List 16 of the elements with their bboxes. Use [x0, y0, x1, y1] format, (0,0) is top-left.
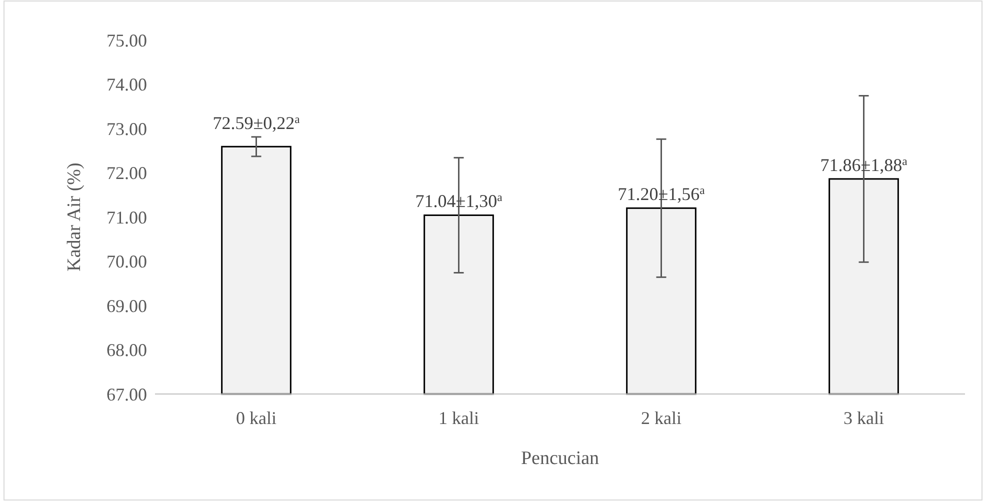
- x-tick-label: 1 kali: [438, 408, 479, 428]
- x-axis-title: Pencucian: [520, 448, 600, 469]
- data-label: 72.59±0,22$^{a}$: [212, 112, 301, 133]
- y-tick-label: 71.00: [106, 207, 147, 228]
- y-tick-label: 73.00: [106, 118, 147, 139]
- x-tick-label: 3 kali: [844, 408, 884, 428]
- y-tick-label: 74.00: [106, 74, 147, 95]
- y-tick-label: 72.00: [106, 163, 147, 184]
- y-tick-label: 70.00: [106, 252, 147, 272]
- y-tick-label: 68.00: [106, 340, 147, 360]
- y-tick-label: 69.00: [106, 296, 147, 316]
- y-axis-title: Kadar Air (%): [64, 162, 85, 272]
- y-tick-label: 67.00: [106, 384, 147, 404]
- x-tick-label: 0 kali: [236, 408, 276, 428]
- y-tick-label: 75.00: [106, 30, 147, 50]
- x-tick-label: 2 kali: [641, 408, 682, 428]
